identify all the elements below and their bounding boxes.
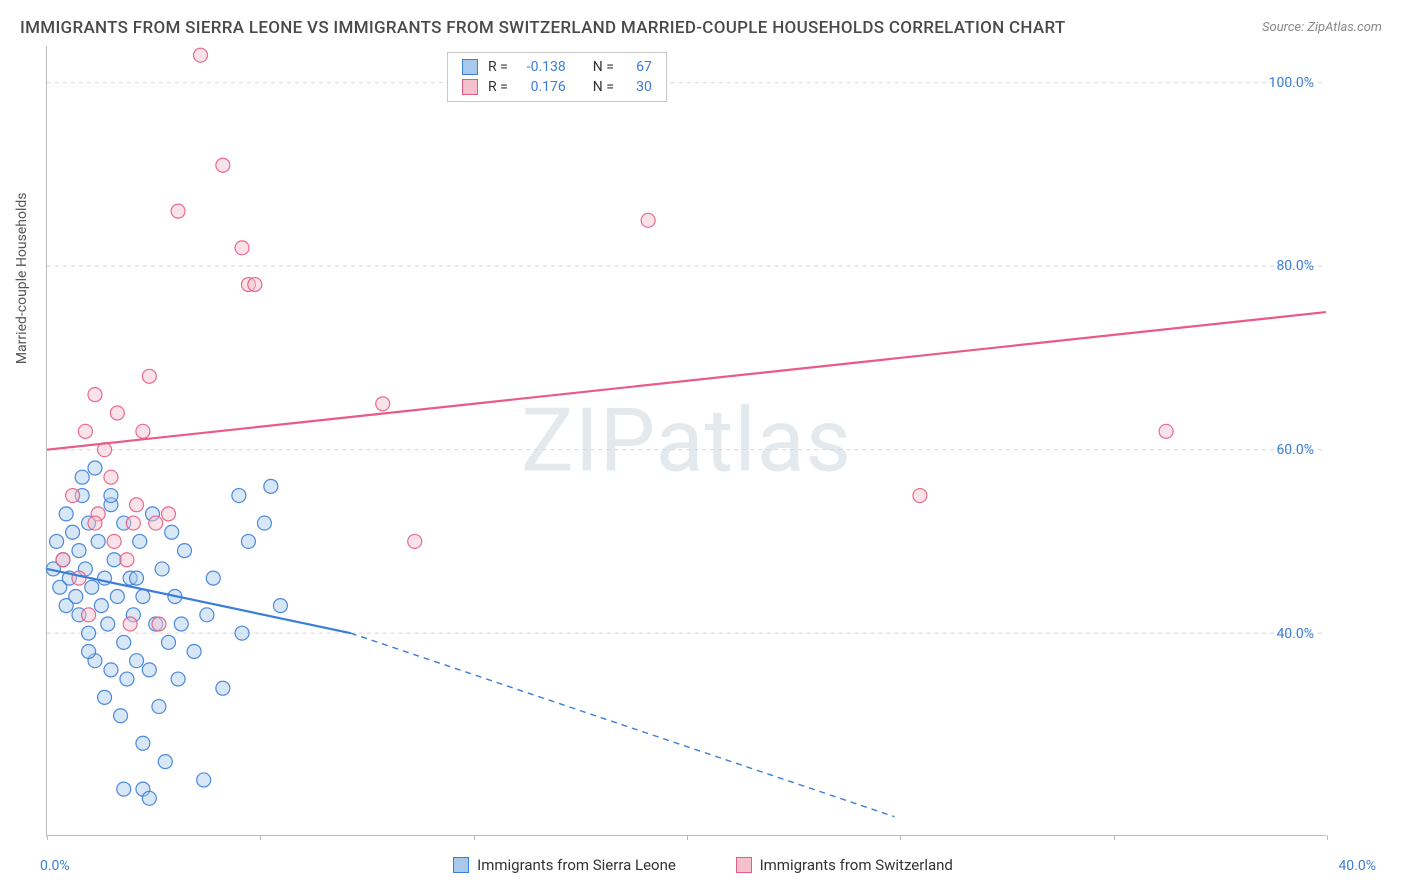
legend-label-b: Immigrants from Switzerland xyxy=(760,856,953,874)
legend-label-a: Immigrants from Sierra Leone xyxy=(477,856,676,874)
y-tick-label: 80.0% xyxy=(1276,258,1314,274)
x-tick-mark xyxy=(260,835,261,840)
chart-svg xyxy=(47,46,1326,835)
correlation-legend: R =-0.138 N =67R =0.176 N =30 xyxy=(447,52,667,102)
x-tick-mark xyxy=(1114,835,1115,840)
y-tick-label: 40.0% xyxy=(1276,626,1314,642)
legend-row: R =0.176 N =30 xyxy=(462,77,652,97)
legend-item-a: Immigrants from Sierra Leone xyxy=(453,856,676,874)
x-tick-mark xyxy=(900,835,901,840)
series-legend: Immigrants from Sierra Leone Immigrants … xyxy=(0,856,1406,886)
chart-title: IMMIGRANTS FROM SIERRA LEONE VS IMMIGRAN… xyxy=(20,18,1066,38)
x-tick-mark xyxy=(474,835,475,840)
square-icon xyxy=(736,857,752,873)
legend-item-b: Immigrants from Switzerland xyxy=(736,856,953,874)
x-tick-mark xyxy=(687,835,688,840)
plot-area: ZIPatlas 40.0%60.0%80.0%100.0% R =-0.138… xyxy=(46,46,1326,836)
square-icon xyxy=(453,857,469,873)
y-tick-label: 100.0% xyxy=(1269,75,1314,91)
y-axis-label: Married-couple Households xyxy=(14,192,30,364)
source-attribution: Source: ZipAtlas.com xyxy=(1262,20,1382,35)
y-tick-label: 60.0% xyxy=(1276,442,1314,458)
x-tick-mark xyxy=(47,835,48,840)
legend-row: R =-0.138 N =67 xyxy=(462,57,652,77)
x-tick-mark xyxy=(1327,835,1328,840)
square-icon xyxy=(462,79,478,95)
square-icon xyxy=(462,59,478,75)
